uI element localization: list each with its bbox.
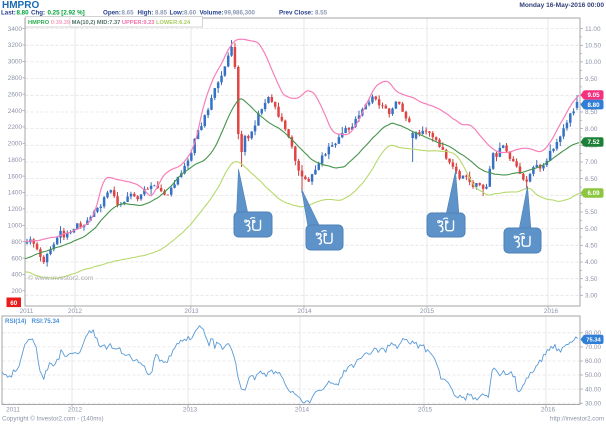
svg-text:800: 800	[11, 239, 22, 246]
svg-text:30.00: 30.00	[585, 400, 601, 407]
svg-text:2400: 2400	[8, 108, 23, 115]
svg-text:5.00: 5.00	[585, 226, 598, 233]
svg-text:8.80: 8.80	[587, 102, 600, 109]
svg-text:60: 60	[10, 300, 17, 307]
svg-text:50.00: 50.00	[585, 372, 601, 379]
svg-text:2016: 2016	[541, 407, 556, 414]
svg-text:80.00: 80.00	[585, 330, 601, 337]
svg-text:8.50: 8.50	[585, 109, 598, 116]
svg-text:2011: 2011	[6, 407, 20, 414]
svg-text:600: 600	[11, 255, 22, 262]
svg-text:11.00: 11.00	[585, 26, 601, 33]
svg-text:2016: 2016	[544, 308, 559, 315]
svg-text:40.00: 40.00	[585, 386, 601, 393]
svg-text:2015: 2015	[420, 308, 435, 315]
svg-text:2014: 2014	[297, 308, 312, 315]
svg-text:4.00: 4.00	[585, 259, 598, 266]
svg-text:9.50: 9.50	[585, 76, 598, 83]
svg-text:60.00: 60.00	[585, 358, 601, 365]
svg-text:2015: 2015	[418, 407, 433, 414]
svg-text:1800: 1800	[8, 157, 23, 164]
svg-text:1600: 1600	[8, 173, 23, 180]
svg-text:200: 200	[11, 288, 22, 295]
svg-text:HMPRO: HMPRO	[2, 0, 39, 11]
svg-text:HMPRO 0:39.39 MA(10,2) MID:7: HMPRO 0:39.39 MA(10,2) MID:7.37 UPPER:9.…	[28, 20, 191, 26]
svg-text:2012: 2012	[68, 308, 83, 315]
svg-text:2013: 2013	[184, 308, 199, 315]
svg-text:9.05: 9.05	[587, 92, 600, 99]
svg-text:Copyright © Investor2.com - (1: Copyright © Investor2.com - (140ms)	[2, 416, 104, 423]
svg-text:1200: 1200	[8, 206, 23, 213]
svg-text:3200: 3200	[8, 42, 23, 49]
svg-text:http://investor2.com: http://investor2.com	[550, 416, 604, 423]
svg-text:3400: 3400	[8, 26, 23, 33]
svg-text:70.00: 70.00	[585, 344, 601, 351]
svg-text:3.50: 3.50	[585, 276, 598, 283]
svg-text:10.00: 10.00	[585, 59, 601, 66]
svg-text:© www.investor2.com: © www.investor2.com	[28, 274, 94, 282]
svg-text:2000: 2000	[8, 141, 23, 148]
svg-text:6.50: 6.50	[585, 176, 598, 183]
svg-text:5.50: 5.50	[585, 209, 598, 216]
svg-text:2200: 2200	[8, 124, 23, 131]
svg-text:400: 400	[11, 272, 22, 279]
svg-text:10.50: 10.50	[585, 43, 601, 50]
svg-text:2800: 2800	[8, 75, 23, 82]
svg-text:3000: 3000	[8, 59, 23, 66]
svg-text:2600: 2600	[8, 91, 23, 98]
svg-text:2014: 2014	[295, 407, 310, 414]
svg-text:2013: 2013	[183, 407, 198, 414]
svg-text:8.00: 8.00	[585, 126, 598, 133]
svg-text:3.00: 3.00	[585, 293, 598, 300]
svg-text:2011: 2011	[20, 308, 34, 315]
svg-text:7.52: 7.52	[587, 139, 600, 146]
svg-text:75.34: 75.34	[586, 338, 601, 344]
svg-text:RSI(14) RSI:75.34: RSI(14) RSI:75.34	[5, 318, 60, 325]
svg-text:1000: 1000	[8, 223, 23, 230]
svg-text:Monday 16-May-2016 00:00: Monday 16-May-2016 00:00	[519, 2, 604, 9]
svg-text:4.50: 4.50	[585, 243, 598, 250]
svg-text:6.09: 6.09	[587, 190, 600, 197]
svg-text:1400: 1400	[8, 190, 23, 197]
svg-text:7.00: 7.00	[585, 159, 598, 166]
svg-text:2012: 2012	[68, 407, 83, 414]
